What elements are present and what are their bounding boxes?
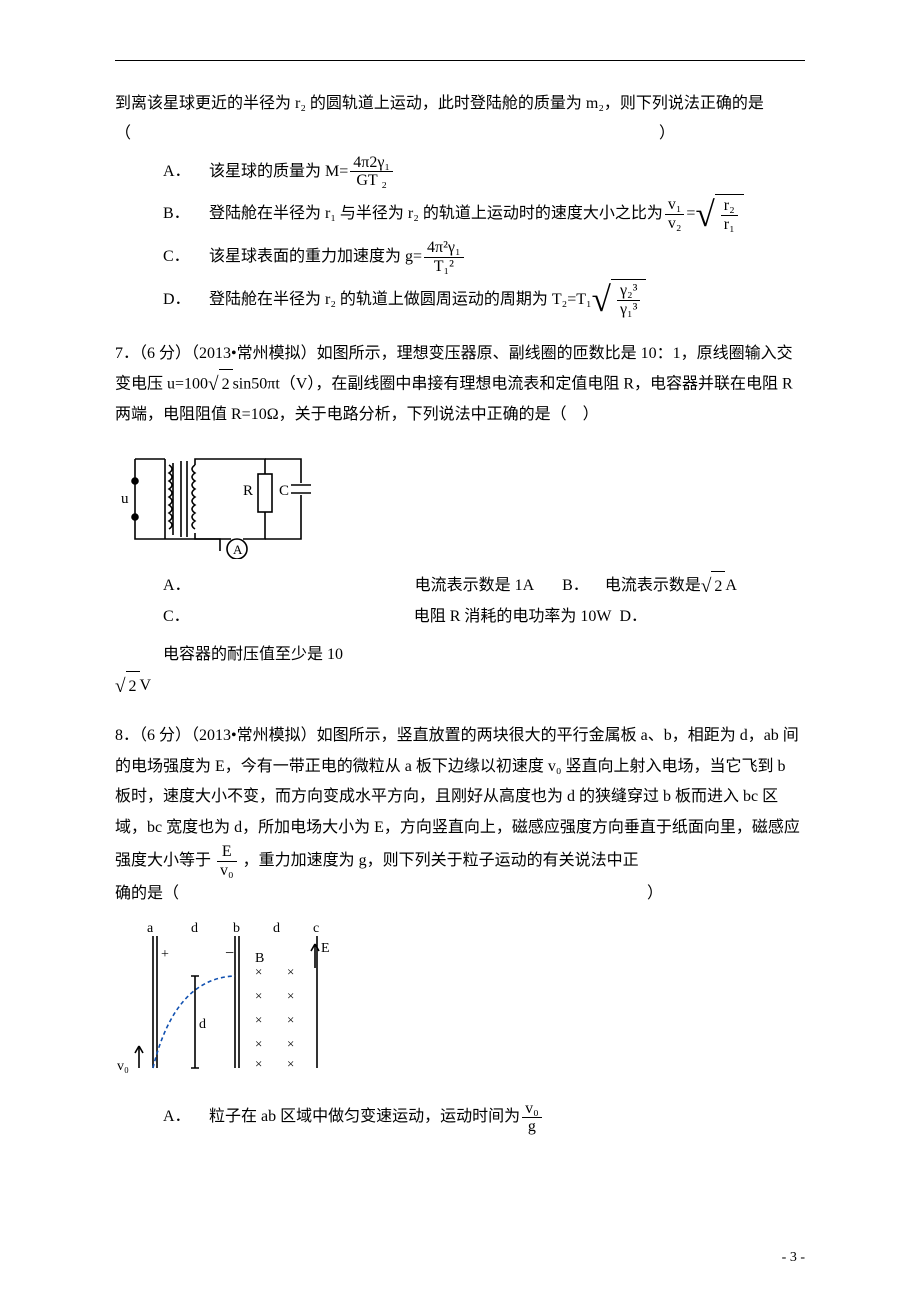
q6-option-B: B． 登陆舱在半径为 r₁ 与半径为 r₂ 的轨道上运动时的速度大小之比为 v₁…	[115, 194, 805, 235]
q8-figure: + − d d × × × × × × × × × ×	[115, 918, 805, 1088]
q7-fig-C: C	[279, 483, 289, 499]
q6-A-label: A．	[163, 157, 209, 187]
svg-text:d: d	[273, 921, 280, 936]
q6-C-frac: 4π²γ₁ T₁²	[424, 239, 464, 275]
q6-paren-open: （	[115, 125, 131, 142]
q8-fig-B: B	[255, 951, 264, 966]
svg-text:×: ×	[287, 1056, 294, 1071]
q6-stem-text: 到离该星球更近的半径为 r₂ 的圆轨道上运动，此时登陆舱的质量为 m₂，则下列说…	[115, 95, 764, 112]
q8-stem-post: ，重力加速度为 g，则下列关于粒子运动的有关说法中正	[243, 852, 639, 869]
q6-option-D: D． 登陆舱在半径为 r₂ 的轨道上做圆周运动的周期为 T₂=T₁ √ γ₂³ …	[115, 279, 805, 320]
q6-B-label: B．	[163, 199, 209, 229]
svg-text:×: ×	[255, 1056, 262, 1071]
svg-text:×: ×	[287, 1036, 294, 1051]
q6-D-sqrt: √ γ₂³ γ₁³	[592, 279, 647, 320]
q6-C-text: 该星球表面的重力加速度为 g=	[209, 242, 422, 272]
q7-B-sqrt: √2	[701, 571, 726, 602]
q8-A-frac: v₀ g	[522, 1100, 542, 1136]
q8-A-label: A．	[163, 1102, 209, 1132]
q6-A-text: 该星球的质量为 M=	[209, 157, 348, 187]
q8-frac: E v₀	[217, 843, 237, 879]
svg-text:×: ×	[287, 1012, 294, 1027]
q6-option-C: C． 该星球表面的重力加速度为 g= 4π²γ₁ T₁²	[115, 239, 805, 275]
q8-fig-d2: d	[199, 1017, 206, 1032]
q7-options: A． 电流表示数是 1A B． 电流表示数是 √2 A C． 电阻 R 消耗的电…	[115, 571, 805, 671]
q7-C-label: C．	[163, 602, 190, 632]
q7-A-label: A．	[163, 571, 191, 601]
q7-D-pre: 电容器的耐压值至少是 10	[163, 640, 343, 670]
q8-fig-a: a	[147, 921, 154, 936]
q6-D-label: D．	[163, 285, 209, 315]
svg-text:−: −	[225, 945, 234, 962]
q7-fig-A: A	[233, 542, 243, 557]
q6-D-text: 登陆舱在半径为 r₂ 的轨道上做圆周运动的周期为 T₂=T₁	[209, 285, 592, 315]
q7-stem: 7．（6 分）（2013•常州模拟）如图所示，理想变压器原、副线圈的匝数比是 1…	[115, 339, 805, 431]
q7-figure: u R C A	[115, 439, 805, 559]
svg-text:+: +	[161, 947, 169, 962]
q8-A-text: 粒子在 ab 区域中做匀变速运动，运动时间为	[209, 1102, 520, 1132]
svg-text:×: ×	[255, 1012, 262, 1027]
q6-paren-close: ）	[659, 125, 675, 142]
q7-fig-R: R	[243, 483, 253, 499]
q6-B-eq: =	[686, 199, 695, 229]
q8-fig-b: b	[233, 921, 240, 936]
q7-B-label: B．	[562, 571, 589, 601]
q7-B-pre: 电流表示数是	[605, 571, 701, 601]
q8-stem: 8．（6 分）（2013•常州模拟）如图所示，竖直放置的两块很大的平行金属板 a…	[115, 721, 805, 879]
q7-A-text: 电流表示数是 1A	[415, 571, 535, 601]
q7-D-wrap: √2V	[115, 671, 151, 702]
q6-B-sqrt: √ r₂ r₁	[695, 194, 743, 235]
horizontal-rule-top	[115, 60, 805, 61]
q8-stem-line2: 确的是（ ）	[115, 879, 805, 909]
q7-sqrt2-1: √2	[208, 369, 233, 400]
svg-text:×: ×	[287, 964, 294, 979]
q7-D-label: D．	[619, 602, 647, 632]
svg-text:×: ×	[287, 988, 294, 1003]
q6-A-frac: 4π2γ₁ GT ₂	[350, 154, 393, 190]
svg-text:×: ×	[255, 1036, 262, 1051]
svg-text:×: ×	[255, 964, 262, 979]
svg-text:d: d	[191, 921, 198, 936]
q6-stem: 到离该星球更近的半径为 r₂ 的圆轨道上运动，此时登陆舱的质量为 m₂，则下列说…	[115, 89, 805, 150]
q8-fig-c: c	[313, 921, 319, 936]
q7-D-sqrt: √2	[115, 671, 140, 702]
q6-option-A: A． 该星球的质量为 M= 4π2γ₁ GT ₂	[115, 154, 805, 190]
q8-fig-v0: v₀	[117, 1059, 129, 1074]
q7-C-text: 电阻 R 消耗的电功率为 10W	[414, 602, 612, 632]
svg-text:×: ×	[255, 988, 262, 1003]
q6-B-text: 登陆舱在半径为 r₁ 与半径为 r₂ 的轨道上运动时的速度大小之比为	[209, 199, 663, 229]
q7-B-post: A	[725, 571, 737, 601]
q7-fig-u: u	[121, 491, 129, 507]
q6-B-frac: v₁ v₂	[665, 196, 685, 232]
q8-fig-E: E	[321, 941, 330, 956]
q7-D-post: V	[140, 671, 152, 701]
q8-option-A: A． 粒子在 ab 区域中做匀变速运动，运动时间为 v₀ g	[115, 1100, 805, 1136]
page-number: - 3 -	[782, 1245, 805, 1272]
q6-C-label: C．	[163, 242, 209, 272]
